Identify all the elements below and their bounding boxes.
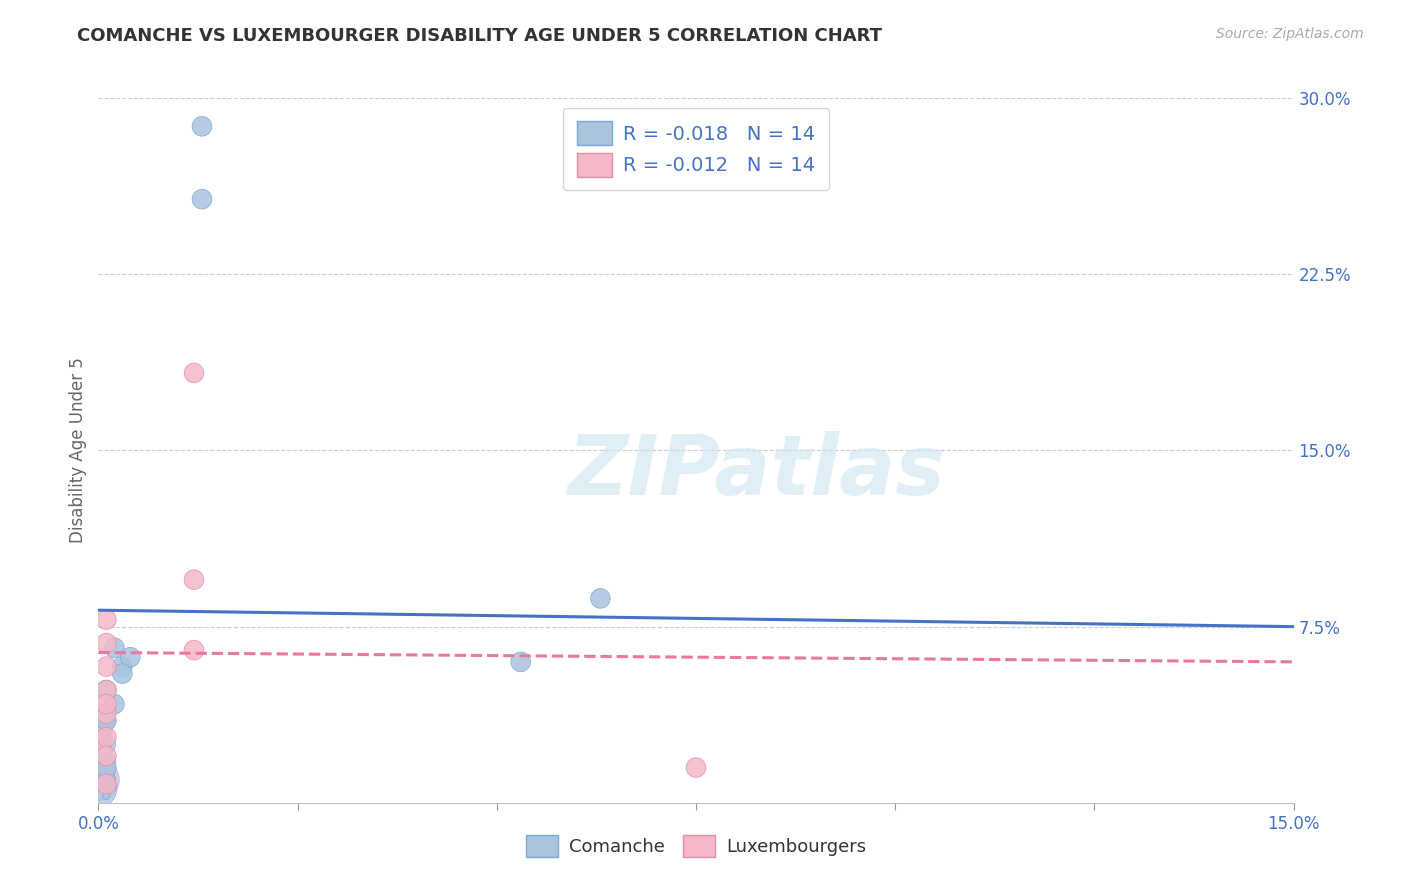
Point	[96, 760, 118, 774]
Point	[96, 730, 118, 744]
Point	[96, 789, 118, 803]
Point	[96, 772, 118, 787]
Y-axis label: Disability Age Under 5: Disability Age Under 5	[69, 358, 87, 543]
Point	[87, 725, 110, 739]
Point	[96, 613, 118, 627]
Point	[96, 777, 118, 791]
Point	[96, 714, 118, 728]
Point	[685, 760, 707, 774]
Point	[96, 697, 118, 711]
Point	[96, 683, 118, 698]
Point	[96, 683, 118, 698]
Point	[183, 643, 205, 657]
Point	[96, 737, 118, 751]
Text: COMANCHE VS LUXEMBOURGER DISABILITY AGE UNDER 5 CORRELATION CHART: COMANCHE VS LUXEMBOURGER DISABILITY AGE …	[77, 27, 883, 45]
Point	[91, 725, 114, 739]
Point	[509, 655, 531, 669]
Point	[589, 591, 612, 606]
Point	[111, 666, 134, 681]
Text: ZIPatlas: ZIPatlas	[567, 431, 945, 512]
Point	[103, 640, 125, 655]
Text: Source: ZipAtlas.com: Source: ZipAtlas.com	[1216, 27, 1364, 41]
Point	[87, 744, 110, 758]
Point	[111, 659, 134, 673]
Point	[96, 702, 118, 716]
Point	[96, 754, 118, 768]
Point	[191, 120, 214, 134]
Point	[96, 748, 118, 763]
Point	[87, 781, 110, 796]
Point	[191, 192, 214, 206]
Point	[96, 636, 118, 650]
Point	[96, 760, 118, 774]
Point	[91, 744, 114, 758]
Point	[87, 772, 110, 787]
Point	[96, 706, 118, 721]
Point	[96, 714, 118, 728]
Legend: Comanche, Luxembourgers: Comanche, Luxembourgers	[519, 828, 873, 864]
Point	[120, 650, 142, 665]
Point	[96, 659, 118, 673]
Point	[87, 767, 110, 781]
Point	[183, 573, 205, 587]
Point	[183, 366, 205, 380]
Point	[103, 697, 125, 711]
